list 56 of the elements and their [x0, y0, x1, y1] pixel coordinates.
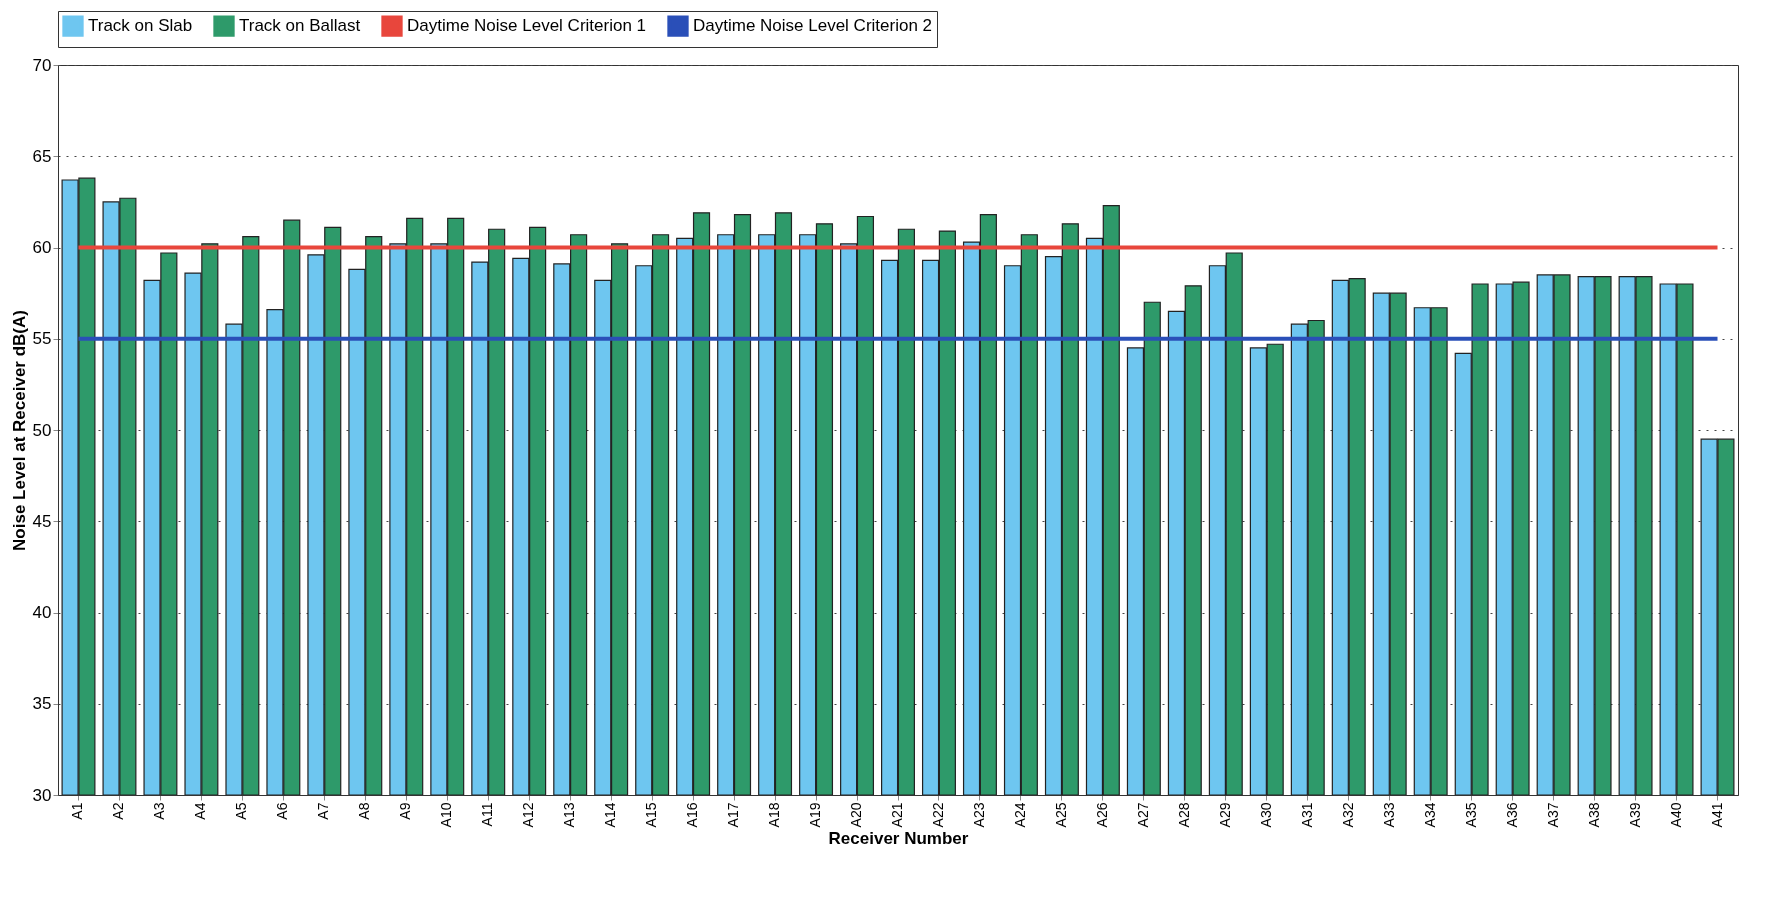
x-tick-label: A15	[643, 802, 660, 828]
x-tick-label: A34	[1421, 802, 1438, 828]
x-tick-label: A30	[1257, 802, 1274, 828]
x-tick-label: A12	[520, 802, 537, 828]
x-tick-label: A35	[1462, 802, 1479, 828]
y-tick-label: 35	[32, 694, 52, 714]
y-axis-title: Noise Level at Receiver dB(A)	[9, 310, 29, 551]
x-tick-label: A31	[1298, 802, 1315, 828]
x-tick-label: A20	[848, 802, 865, 828]
y-tick-label: 60	[32, 238, 52, 257]
x-tick-label: A5	[233, 802, 250, 820]
legend-label: Track on Slab	[88, 16, 193, 36]
x-tick-label: A16	[684, 802, 701, 828]
x-tick-label: A37	[1544, 802, 1561, 828]
x-tick-label: A2	[110, 802, 127, 820]
x-tick-label: A29	[1216, 802, 1233, 828]
x-axis-title: Receiver Number	[828, 829, 969, 849]
x-tick-label: A41	[1708, 802, 1725, 828]
y-tick-label: 70	[32, 55, 52, 75]
legend-label: Daytime Noise Level Criterion 1	[407, 16, 647, 36]
x-tick-label: A24	[1011, 802, 1028, 828]
x-tick-label: A8	[356, 802, 373, 820]
x-tick-label: A17	[725, 802, 742, 828]
legend-label: Track on Ballast	[239, 16, 361, 36]
x-tick-label: A4	[192, 802, 209, 820]
y-tick-label: 65	[32, 146, 52, 166]
x-tick-label: A27	[1134, 802, 1151, 828]
x-tick-label: A10	[438, 802, 455, 828]
x-tick-label: A6	[274, 802, 291, 820]
x-tick-label: A25	[1052, 802, 1069, 828]
x-tick-label: A23	[970, 802, 987, 828]
x-tick-label: A19	[807, 802, 824, 828]
x-tick-label: A40	[1667, 802, 1684, 828]
y-tick-label: 30	[32, 785, 52, 805]
x-tick-label: A28	[1175, 802, 1192, 828]
x-tick-label: A26	[1093, 802, 1110, 828]
x-tick-label: A21	[889, 802, 905, 828]
x-tick-label: A33	[1380, 802, 1397, 828]
x-tick-label: A3	[151, 802, 168, 820]
x-tick-label: A1	[69, 802, 86, 820]
y-tick-label: 40	[32, 603, 52, 622]
x-tick-label: A18	[766, 802, 783, 828]
y-tick-label: 55	[32, 329, 52, 349]
x-tick-label: A11	[479, 802, 496, 827]
x-tick-label: A38	[1585, 802, 1602, 828]
y-tick-label: 50	[32, 420, 52, 440]
legend-label: Daytime Noise Level Criterion 2	[693, 16, 933, 36]
x-tick-label: A32	[1339, 802, 1356, 828]
x-tick-label: A39	[1626, 802, 1643, 828]
x-tick-label: A36	[1503, 802, 1520, 828]
x-tick-label: A22	[929, 802, 946, 828]
x-tick-label: A7	[315, 802, 332, 820]
x-tick-label: A13	[561, 802, 578, 828]
x-tick-label: A9	[397, 802, 414, 820]
x-tick-label: A14	[602, 802, 619, 828]
y-tick-label: 45	[32, 511, 52, 531]
